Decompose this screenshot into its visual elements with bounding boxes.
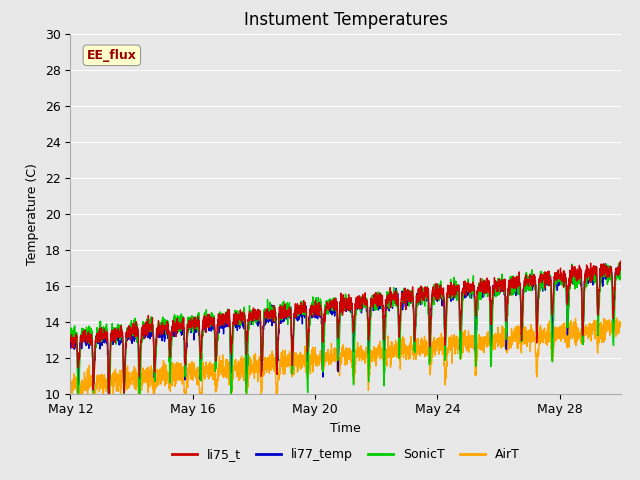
- Title: Instument Temperatures: Instument Temperatures: [244, 11, 447, 29]
- Text: EE_flux: EE_flux: [87, 49, 137, 62]
- Legend: li75_t, li77_temp, SonicT, AirT: li75_t, li77_temp, SonicT, AirT: [167, 443, 524, 466]
- X-axis label: Time: Time: [330, 422, 361, 435]
- Y-axis label: Temperature (C): Temperature (C): [26, 163, 39, 264]
